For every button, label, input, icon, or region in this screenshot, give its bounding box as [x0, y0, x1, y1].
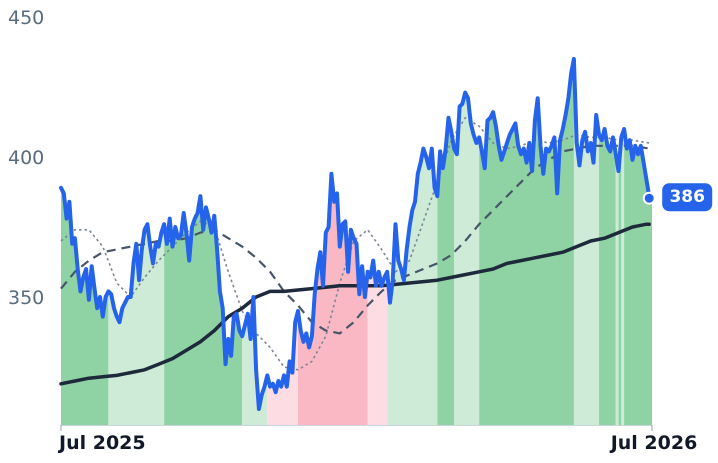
band-segment [395, 148, 438, 425]
band-segment [454, 92, 480, 425]
series-line-price [59, 57, 652, 411]
x-tick-label: Jul 2026 [609, 432, 698, 454]
y-tick-labels: 350 400 450 [8, 7, 44, 309]
band-layer [61, 59, 652, 426]
last-value-dot [642, 191, 656, 205]
band-segment [624, 129, 652, 425]
band-segment [61, 187, 109, 425]
y-tick-label: 350 [8, 287, 44, 309]
band-segment [599, 129, 616, 425]
y-tick-label: 450 [8, 7, 44, 29]
band-segment [618, 137, 622, 425]
band-segment [437, 117, 455, 426]
band-segment [267, 311, 298, 425]
band-segment [615, 154, 619, 425]
y-tick-label: 400 [8, 147, 44, 169]
band-segment [621, 129, 625, 425]
x-tick-label: Jul 2025 [57, 432, 146, 454]
band-segment [297, 173, 368, 425]
last-value-badge: 386 [642, 183, 713, 212]
band-segment [164, 196, 243, 425]
series-layer [59, 57, 652, 411]
x-tick-labels: Jul 2025 Jul 2026 [57, 425, 697, 454]
last-value-badge-box [662, 183, 713, 212]
last-value-badge-text: 386 [669, 187, 705, 207]
